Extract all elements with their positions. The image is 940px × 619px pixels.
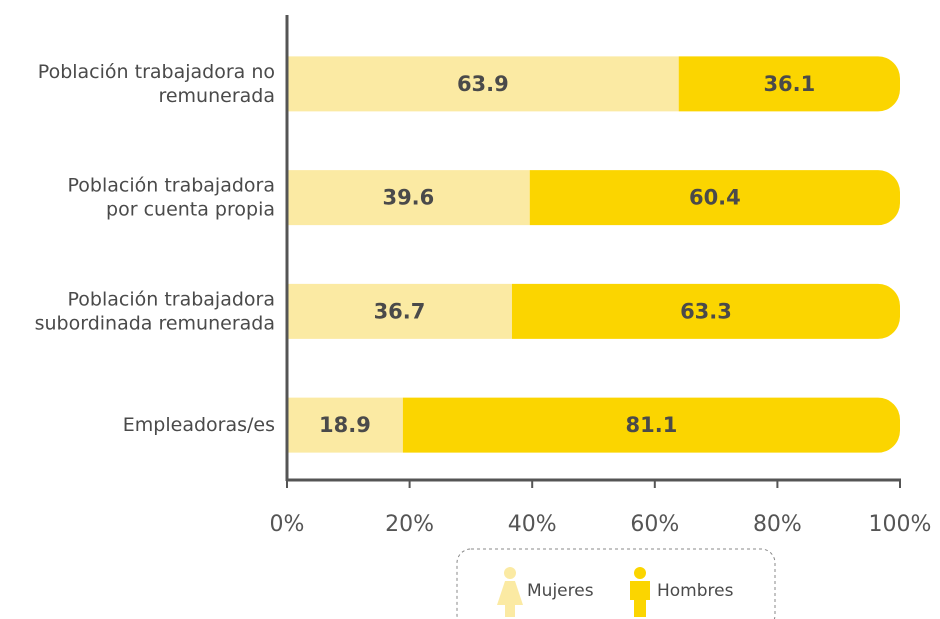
bar-segment <box>402 397 900 453</box>
bar-segment <box>287 56 679 112</box>
bar-segment <box>678 56 900 112</box>
bar-segment <box>529 170 900 226</box>
data-label: 81.1 <box>626 413 678 437</box>
data-label: 36.7 <box>374 299 426 323</box>
x-tick-label: 20% <box>385 512 434 537</box>
category-label: Población trabajadora subordinada remuner… <box>35 288 275 334</box>
x-tick-label: 0% <box>270 512 305 537</box>
icon-body <box>630 581 650 617</box>
data-label: 36.1 <box>763 72 815 96</box>
category-label: Población trabajadora por cuenta propia <box>68 174 276 220</box>
bar-segment <box>511 283 900 339</box>
icon-head <box>504 567 516 579</box>
legend-icon <box>497 567 523 617</box>
category-line: por cuenta propia <box>106 198 275 220</box>
x-tick-label: 40% <box>508 512 557 537</box>
x-tick-label: 100% <box>869 512 932 537</box>
category-line: subordinada remunerada <box>35 312 275 334</box>
bar-segment <box>287 170 530 226</box>
category-label: Empleadoras/es <box>123 414 275 436</box>
bar-segment <box>287 397 403 453</box>
category-line: Población trabajadora <box>68 174 276 196</box>
x-tick-label: 60% <box>630 512 679 537</box>
bar-segment <box>287 283 512 339</box>
category-line: remunerada <box>158 84 275 106</box>
data-label: 39.6 <box>382 186 434 210</box>
category-label: Población trabajadora no remunerada <box>38 60 275 106</box>
category-line: Empleadoras/es <box>123 414 275 436</box>
legend-label: Mujeres <box>527 581 594 601</box>
x-tick-label: 80% <box>753 512 802 537</box>
legend-box <box>456 548 776 619</box>
icon-body <box>497 581 523 617</box>
legend-icon <box>630 567 650 617</box>
data-label: 63.9 <box>457 72 509 96</box>
category-line: Población trabajadora no <box>38 60 275 82</box>
data-label: 60.4 <box>689 186 741 210</box>
data-label: 63.3 <box>680 299 732 323</box>
category-line: Población trabajadora <box>68 288 276 310</box>
data-label: 18.9 <box>319 413 371 437</box>
legend-label: Hombres <box>657 581 734 601</box>
icon-head <box>634 567 646 579</box>
